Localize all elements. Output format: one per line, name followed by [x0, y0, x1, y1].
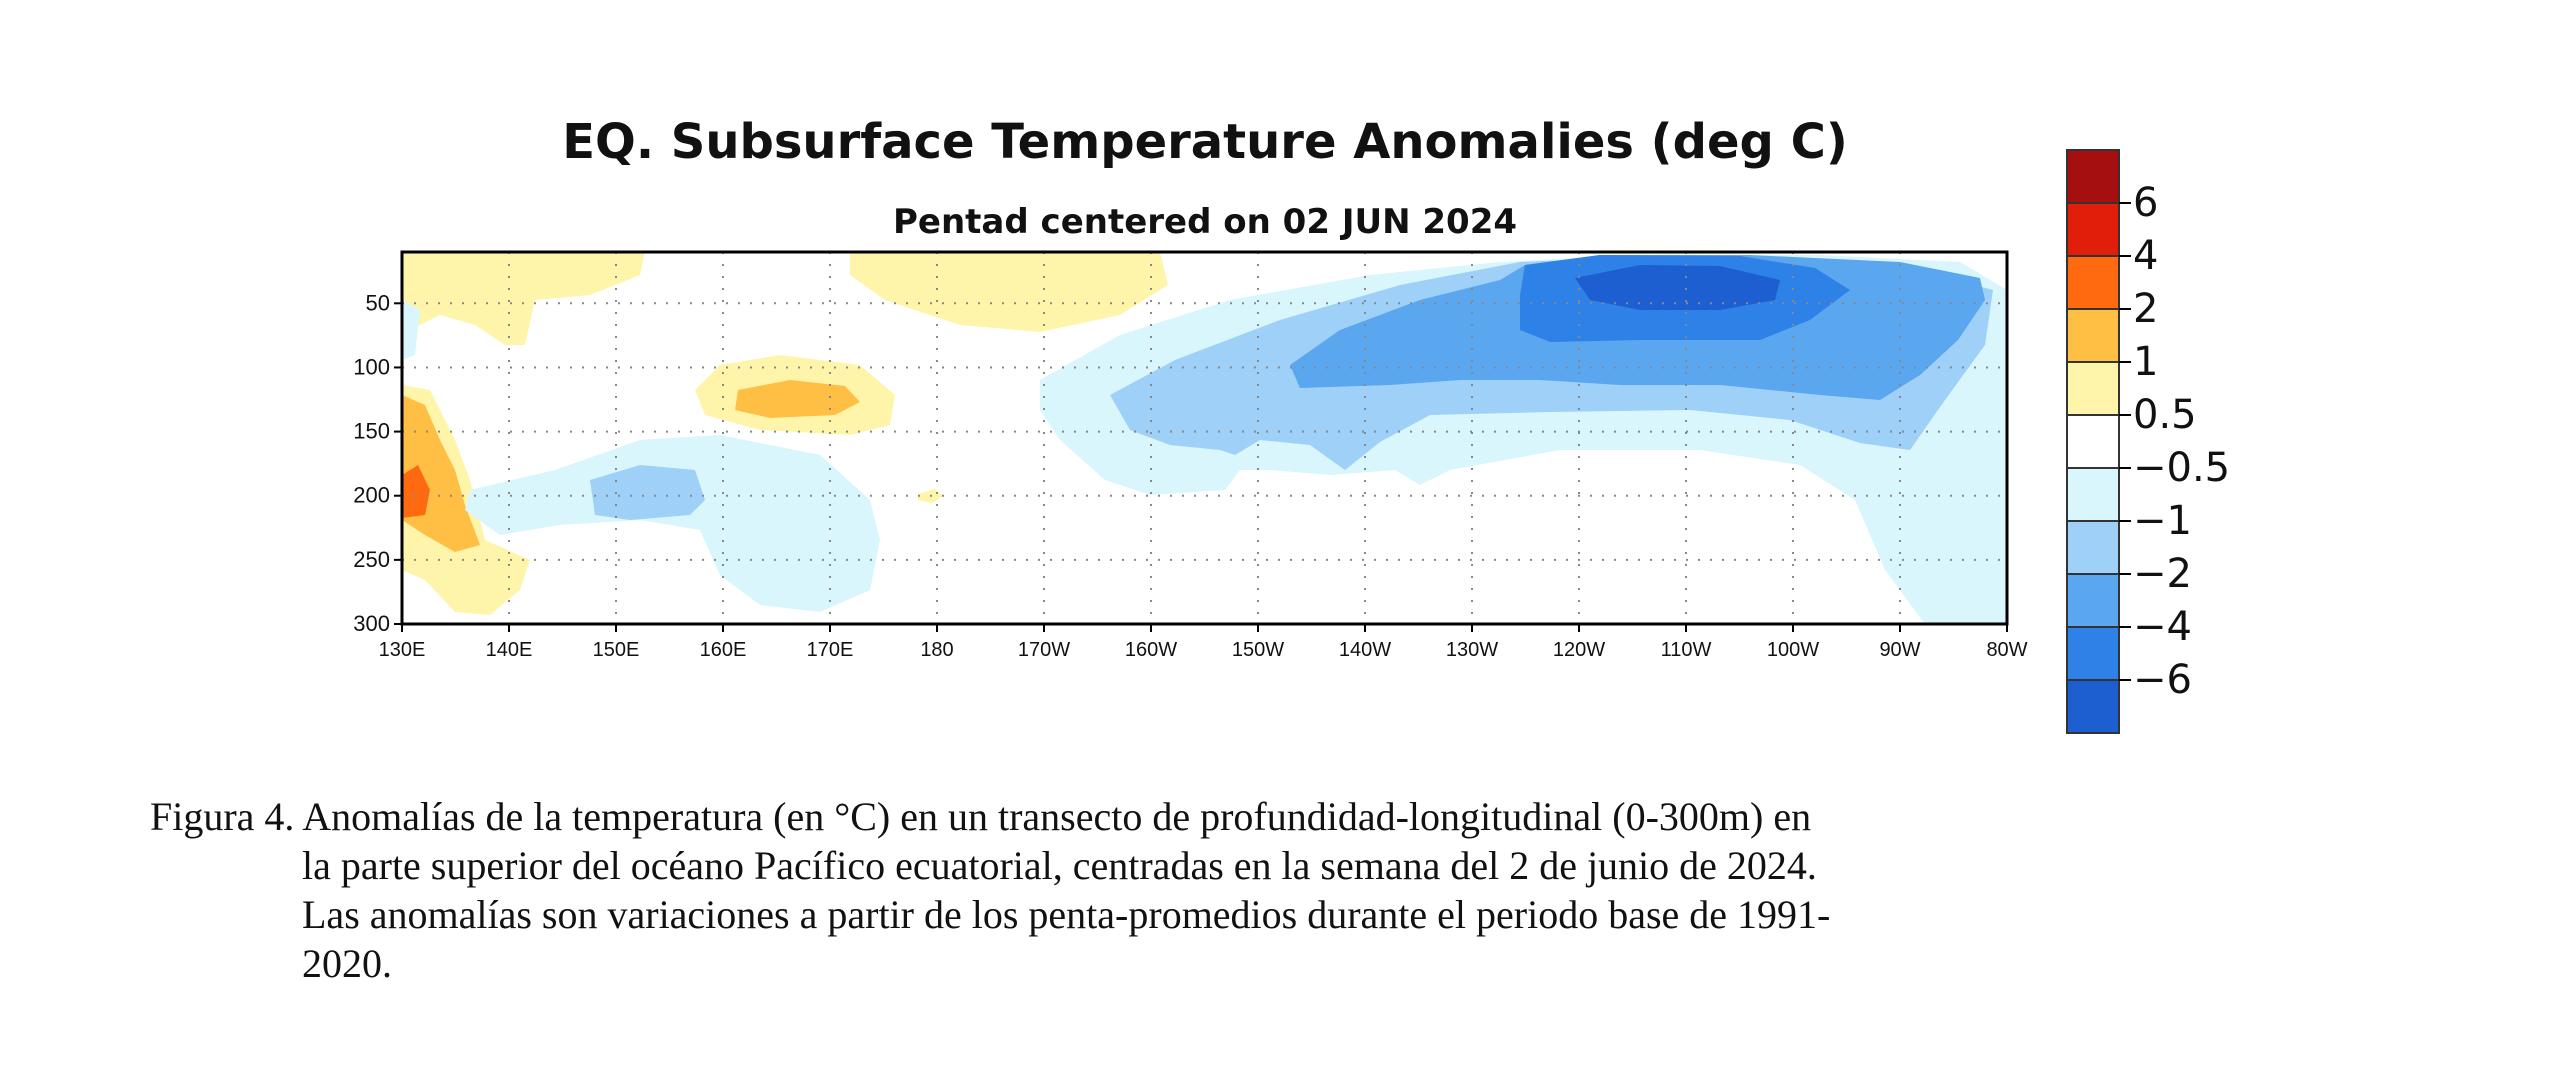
y-tick-label: 250: [353, 547, 390, 572]
colorbar-label: −2: [2133, 551, 2192, 597]
x-tick-label: 150E: [593, 639, 640, 661]
y-tick-label: 50: [366, 290, 390, 315]
colorbar-label: −1: [2133, 498, 2192, 544]
colorbar-swatch: [2066, 679, 2120, 734]
colorbar-swatch: [2066, 573, 2120, 628]
colorbar-label: −0.5: [2133, 445, 2230, 491]
figure-caption: Figura 4. Anomalías de la temperatura (e…: [150, 792, 2300, 988]
caption-line-1: Figura 4. Anomalías de la temperatura (e…: [150, 794, 1812, 839]
x-tick-label: 180: [920, 639, 953, 661]
y-tick-label: 150: [353, 419, 390, 444]
region-warm-west-surface: [402, 252, 645, 345]
colorbar-swatch: [2066, 255, 2120, 310]
chart-subtitle: Pentad centered on 02 JUN 2024: [893, 202, 1517, 242]
contour-layer: [402, 252, 2007, 624]
region-cool-east-peak: [1575, 265, 1780, 310]
x-tick-label: 160W: [1125, 639, 1177, 661]
y-tick-label: 200: [353, 483, 390, 508]
colorbar-swatch: [2066, 414, 2120, 469]
x-axis: 130E 140E 150E 160E 170E 180 170W 160W 150W 140W 1…: [379, 624, 2028, 661]
region-cool-west-core: [590, 465, 705, 520]
colorbar-swatch: [2066, 361, 2120, 416]
colorbar-label: 0.5: [2133, 392, 2197, 438]
x-tick-label: 100W: [1767, 639, 1819, 661]
colorbar-label: 4: [2133, 233, 2158, 279]
caption-line-3: Las anomalías son variaciones a partir d…: [302, 892, 1831, 937]
colorbar-swatch: [2066, 626, 2120, 681]
x-tick-label: 140W: [1339, 639, 1391, 661]
y-tick-label: 300: [353, 611, 390, 636]
grid-lines: [402, 252, 2007, 624]
x-tick-label: 140E: [486, 639, 533, 661]
y-axis: 50 100 150 200 250 300: [353, 290, 402, 636]
x-tick-label: 120W: [1553, 639, 1605, 661]
chart-title: EQ. Subsurface Temperature Anomalies (de…: [562, 114, 1848, 170]
x-tick-label: 130W: [1446, 639, 1498, 661]
colorbar: 6 4 2 1 0.5 −0.5 −1 −2 −4 −6: [2066, 149, 2230, 734]
plot-frame: [400, 250, 2009, 626]
caption-line-2: la parte superior del océano Pacífico ec…: [302, 843, 1817, 888]
x-tick-label: 130E: [379, 639, 426, 661]
colorbar-label: −4: [2133, 604, 2192, 650]
x-tick-label: 160E: [700, 639, 747, 661]
colorbar-label: 6: [2133, 180, 2158, 226]
x-tick-label: 170E: [807, 639, 854, 661]
region-warm-west-peak: [402, 465, 430, 518]
x-tick-label: 80W: [1986, 639, 2027, 661]
region-cool-west-band: [465, 435, 880, 612]
colorbar-label: 1: [2133, 339, 2158, 385]
colorbar-swatch: [2066, 520, 2120, 575]
caption-line-4: 2020.: [302, 941, 392, 986]
colorbar-swatch: [2066, 149, 2120, 204]
region-cool-west-patch: [402, 300, 420, 360]
colorbar-swatch: [2066, 467, 2120, 522]
colorbar-label: 2: [2133, 286, 2158, 332]
x-tick-label: 150W: [1232, 639, 1284, 661]
region-warm-dateline-surface: [850, 252, 1168, 332]
y-tick-label: 100: [353, 354, 390, 379]
region-warm-170e-core: [735, 380, 860, 418]
x-tick-label: 170W: [1018, 639, 1070, 661]
colorbar-swatch: [2066, 308, 2120, 363]
colorbar-label: −6: [2133, 657, 2192, 703]
colorbar-swatch: [2066, 202, 2120, 257]
x-tick-label: 110W: [1661, 639, 1712, 661]
x-tick-label: 90W: [1879, 639, 1920, 661]
